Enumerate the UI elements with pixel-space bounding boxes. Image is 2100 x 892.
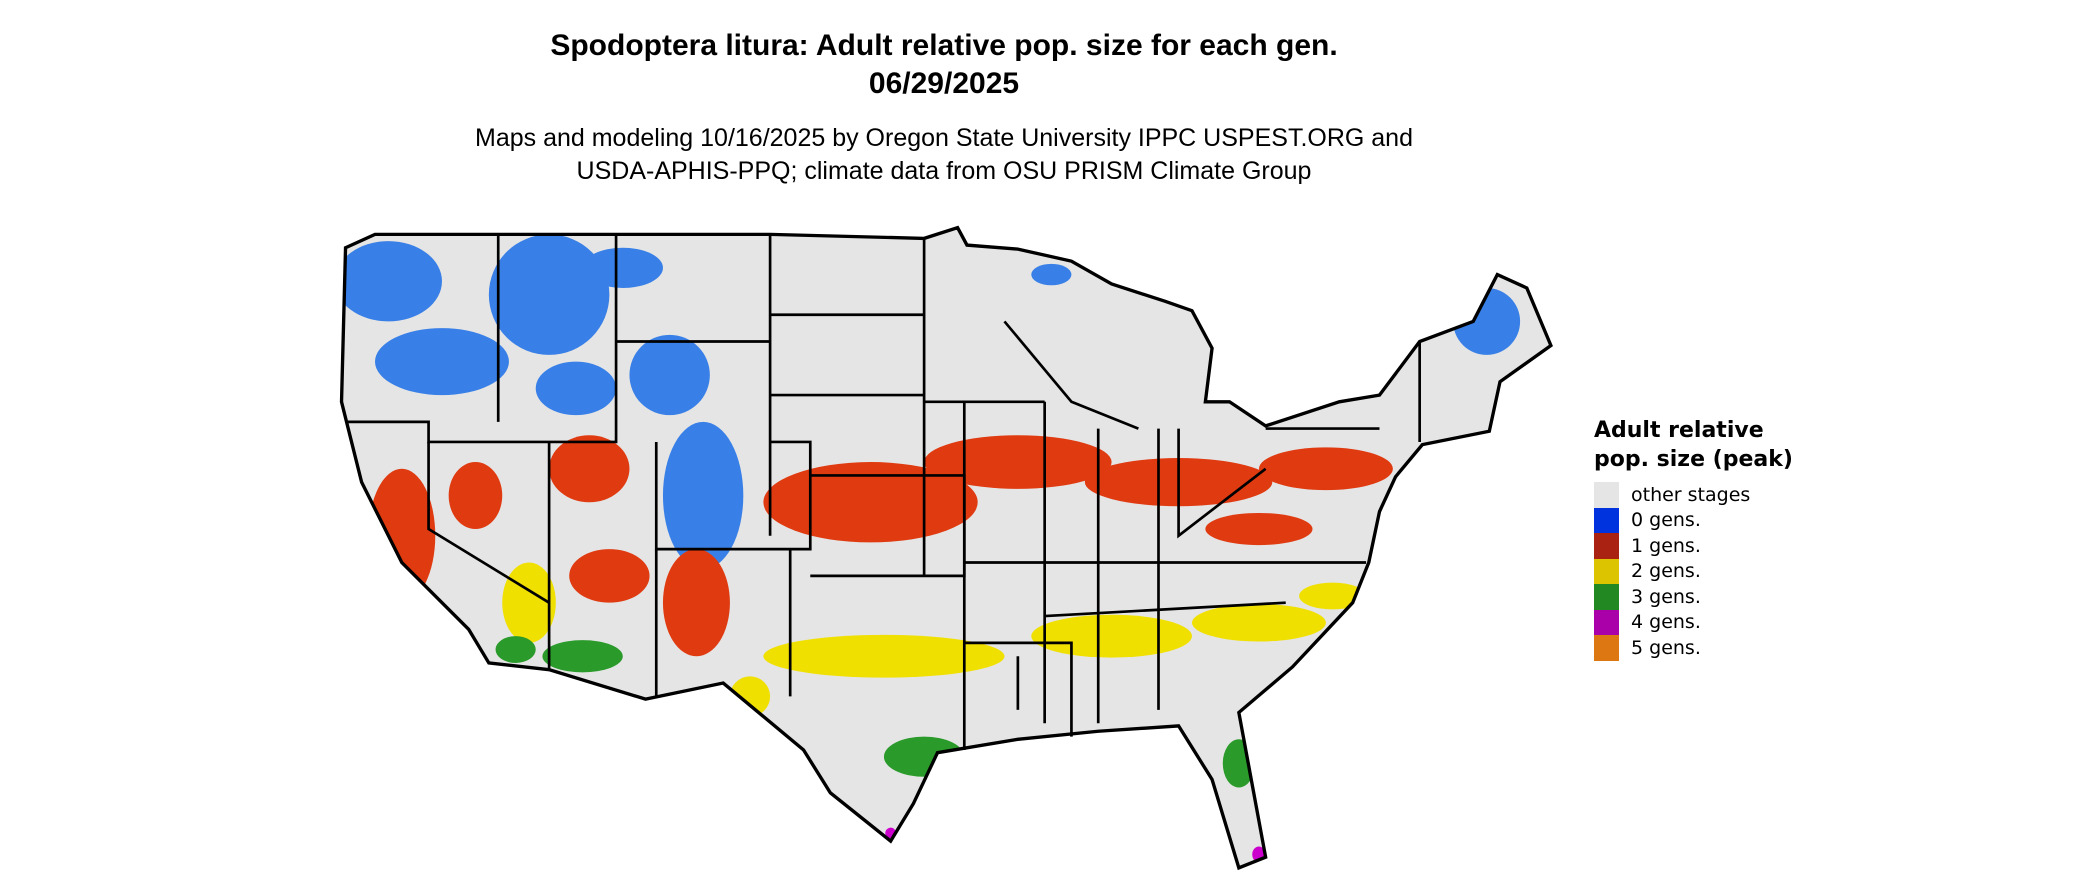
map-title-line1: Spodoptera litura: Adult relative pop. s… <box>550 29 1338 62</box>
legend-label: 5 gens. <box>1631 636 1701 659</box>
legend-item: 4 gens. <box>1594 609 1814 635</box>
legend-label: 4 gens. <box>1631 611 1701 634</box>
legend-label: 3 gens. <box>1631 585 1701 608</box>
map-subtitle-line1: Maps and modeling 10/16/2025 by Oregon S… <box>475 124 1413 152</box>
legend-item: other stages <box>1594 482 1814 508</box>
legend-item: 5 gens. <box>1594 635 1814 661</box>
state-borders <box>345 234 1421 751</box>
legend-swatch <box>1594 635 1619 661</box>
legend-label: other stages <box>1631 483 1751 506</box>
map-subtitle-line2: USDA-APHIS-PPQ; climate data from OSU PR… <box>576 157 1312 185</box>
legend-item: 1 gens. <box>1594 533 1814 559</box>
map-title-date: 06/29/2025 <box>868 67 1020 100</box>
legend-item: 3 gens. <box>1594 584 1814 610</box>
legend-swatch <box>1594 507 1619 533</box>
legend-swatch <box>1594 584 1619 610</box>
legend-title: Adult relative pop. size (peak) <box>1594 418 1793 472</box>
zone-0-gens <box>341 234 1521 570</box>
legend-label: 0 gens. <box>1631 509 1701 532</box>
legend-label: 1 gens. <box>1631 534 1701 557</box>
legend-label: 2 gens. <box>1631 560 1701 583</box>
legend-swatch <box>1594 482 1619 508</box>
legend-swatch <box>1594 558 1619 584</box>
legend-item: 2 gens. <box>1594 558 1814 584</box>
legend: Adult relative pop. size (peak) other st… <box>1594 416 1814 661</box>
legend-swatch <box>1594 533 1619 559</box>
legend-swatch <box>1594 609 1619 635</box>
zone-4-gens <box>885 827 1266 863</box>
legend-item: 0 gens. <box>1594 507 1814 533</box>
